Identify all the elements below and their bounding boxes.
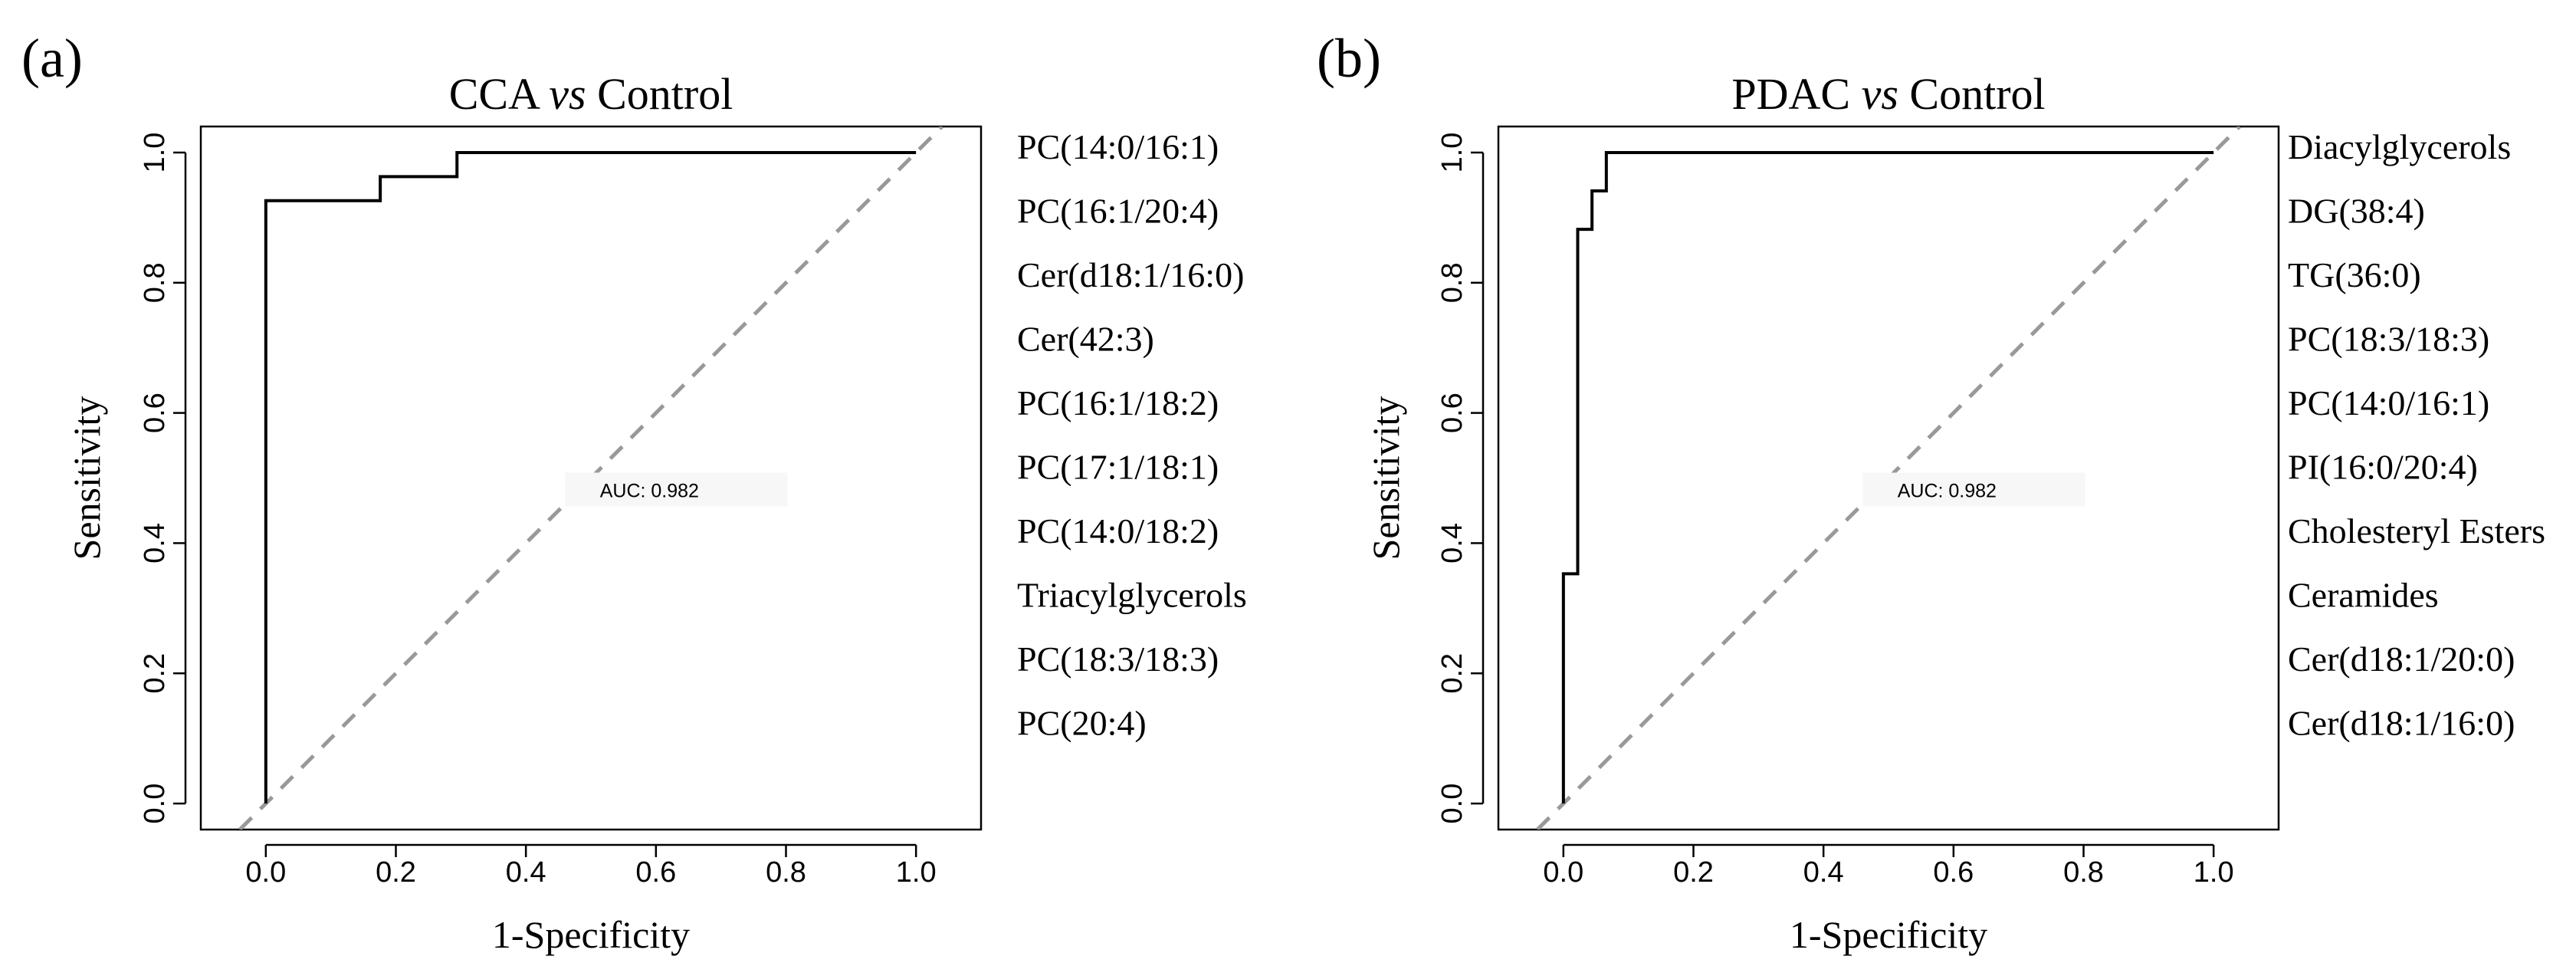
- x-tick-label: 0.0: [1543, 856, 1583, 889]
- legend-item: PC(16:1/18:2): [1017, 383, 1219, 422]
- x-tick-label: 0.6: [635, 856, 676, 889]
- panel-label: (b): [1317, 28, 1381, 89]
- x-tick-label: 0.2: [376, 856, 416, 889]
- legend-item: PI(16:0/20:4): [2288, 448, 2478, 487]
- title-group: PDAC: [1731, 69, 1861, 119]
- legend-item: PC(20:4): [1017, 704, 1147, 743]
- legend-item: Cholesteryl Esters: [2288, 511, 2545, 550]
- y-tick-label: 0.8: [1436, 262, 1468, 303]
- x-tick-label: 0.4: [506, 856, 546, 889]
- plot-frame: [199, 125, 983, 831]
- y-tick-label: 0.4: [1436, 523, 1468, 564]
- legend-item: TG(36:0): [2288, 255, 2421, 294]
- y-tick-label: 0.8: [139, 262, 171, 303]
- auc-label-box: [565, 472, 788, 507]
- plot-frame: [1497, 125, 2280, 831]
- y-tick-label: 0.6: [139, 393, 171, 433]
- title-vs: vs: [549, 69, 586, 119]
- legend-item: PC(14:0/16:1): [1017, 127, 1219, 166]
- y-tick-label: 0.4: [139, 523, 171, 564]
- legend-item: PC(14:0/16:1): [2288, 383, 2489, 422]
- roc-curve-line: [264, 150, 917, 804]
- auc-label-box: [1862, 472, 2085, 507]
- legend-item: PC(14:0/18:2): [1017, 511, 1219, 550]
- legend-item: PC(18:3/18:3): [1017, 639, 1219, 679]
- x-tick-label: 0.2: [1673, 856, 1714, 889]
- panel-label: (a): [21, 28, 83, 89]
- legend-item: PC(18:3/18:3): [2288, 320, 2489, 359]
- legend-item: Cer(d18:1/20:0): [2288, 639, 2515, 679]
- legend-item: Ceramides: [2288, 576, 2439, 615]
- legend-item: Cer(d18:1/16:0): [1017, 255, 1244, 294]
- y-tick-label: 0.0: [139, 784, 171, 824]
- legend-item: Cer(d18:1/16:0): [2288, 704, 2515, 743]
- auc-label: AUC: 0.982: [600, 480, 699, 501]
- chart-panel-a: (a) CCA vs Control 0.0 0.2 0.4 0.6 0.8 1.0 0.0 0.…: [21, 28, 1247, 956]
- title-reference: Control: [1898, 69, 2046, 119]
- chart-title: CCA vs Control: [449, 69, 733, 119]
- legend-item: Cer(42:3): [1017, 320, 1154, 359]
- legend-item: Triacylglycerols: [1017, 576, 1247, 615]
- y-axis-label: Sensitivity: [65, 396, 108, 560]
- legend-item: PC(16:1/20:4): [1017, 192, 1219, 231]
- roc-curve-line: [1561, 150, 2214, 804]
- title-reference: Control: [586, 69, 733, 119]
- x-tick-label: 1.0: [2194, 856, 2234, 889]
- legend-item: Diacylglycerols: [2288, 127, 2511, 166]
- y-tick-label: 1.0: [139, 133, 171, 173]
- legend-item: PC(17:1/18:1): [1017, 448, 1219, 487]
- y-axis-label: Sensitivity: [1364, 396, 1407, 560]
- legend-item: DG(38:4): [2288, 192, 2425, 231]
- y-tick-label: 0.2: [1436, 653, 1468, 694]
- x-tick-label: 0.4: [1803, 856, 1844, 889]
- x-tick-label: 1.0: [896, 856, 937, 889]
- x-tick-label: 0.8: [766, 856, 806, 889]
- x-tick-label: 0.0: [245, 856, 286, 889]
- title-vs: vs: [1862, 69, 1898, 119]
- y-tick-label: 0.0: [1436, 784, 1468, 824]
- chart-title: PDAC vs Control: [1731, 69, 2045, 119]
- x-tick-label: 0.6: [1933, 856, 1974, 889]
- x-tick-label: 0.8: [2063, 856, 2104, 889]
- chart-panel-b: (b) PDAC vs Control 0.0 0.2 0.4 0.6 0.8 1.0 0.0 0…: [1317, 28, 2545, 956]
- y-tick-label: 0.2: [139, 653, 171, 694]
- x-axis-label: 1-Specificity: [1790, 913, 1987, 956]
- auc-label: AUC: 0.982: [1898, 480, 1997, 501]
- y-tick-label: 1.0: [1436, 133, 1468, 173]
- title-group: CCA: [449, 69, 550, 119]
- y-tick-label: 0.6: [1436, 393, 1468, 433]
- x-axis-label: 1-Specificity: [492, 913, 690, 956]
